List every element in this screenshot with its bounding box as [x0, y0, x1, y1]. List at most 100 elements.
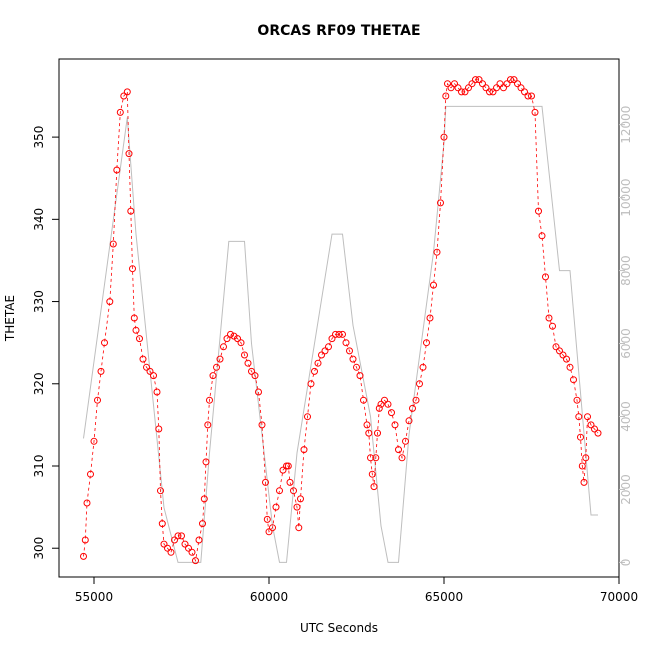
thetae-point — [241, 351, 248, 359]
thetae-point — [276, 487, 283, 495]
thetae-point — [377, 400, 385, 408]
thetae-point — [582, 454, 590, 462]
thetae-point — [594, 429, 602, 437]
thetae-point — [129, 265, 136, 273]
thetae-point — [475, 76, 483, 84]
thetae-point — [127, 207, 135, 215]
thetae-point — [391, 421, 399, 429]
y2-tick-label: 2000 — [619, 474, 633, 505]
thetae-point — [87, 470, 94, 478]
y2-tick-label: 10000 — [619, 179, 633, 217]
thetae-point — [563, 355, 570, 363]
thetae-point — [158, 520, 166, 528]
thetae-point — [279, 466, 287, 474]
thetae-point — [136, 335, 143, 343]
thetae-point — [206, 396, 213, 404]
thetae-point — [584, 413, 591, 421]
thetae-point — [286, 478, 294, 486]
y-tick-label: 350 — [32, 126, 46, 149]
x-tick-label: 55000 — [75, 590, 113, 604]
thetae-point — [106, 298, 114, 306]
chart-title: ORCAS RF09 THETAE — [257, 23, 420, 39]
y-tick-label: 310 — [32, 455, 46, 478]
y2-tick-label: 0 — [619, 559, 633, 567]
thetae-point — [300, 446, 308, 454]
thetae-point — [395, 446, 402, 454]
thetae-point — [202, 458, 210, 466]
thetae-point — [521, 88, 528, 96]
thetae-point — [465, 84, 472, 92]
thetae-point — [339, 330, 346, 338]
thetae-point — [332, 330, 339, 338]
thetae-point — [444, 80, 451, 88]
altitude-line — [83, 105, 598, 563]
thetae-point — [349, 355, 357, 363]
thetae-point — [535, 207, 542, 215]
thetae-point — [130, 314, 138, 322]
thetae-point — [150, 372, 157, 380]
thetae-point — [591, 425, 598, 433]
thetae-point — [94, 396, 101, 404]
thetae-point — [409, 404, 416, 412]
thetae-point — [447, 84, 455, 92]
y-axis: 300 310 320 330 340 350 — [32, 126, 59, 560]
thetae-point — [570, 376, 577, 384]
thetae-point — [185, 544, 192, 552]
thetae-point — [223, 335, 231, 343]
thetae-point — [503, 80, 511, 88]
y-tick-label: 320 — [32, 372, 46, 395]
thetae-point — [372, 454, 380, 462]
thetae-point — [304, 413, 311, 421]
thetae-point — [472, 76, 479, 84]
thetae-point — [139, 355, 147, 363]
thetae-point — [437, 199, 444, 207]
thetae-point — [433, 248, 441, 256]
thetae-point — [157, 487, 164, 495]
thetae-point — [549, 322, 556, 330]
thetae-point — [216, 355, 224, 363]
y-axis-label: THETAE — [3, 295, 17, 342]
thetae-point — [263, 515, 271, 523]
thetae-point — [155, 425, 163, 433]
y-tick-label: 300 — [32, 537, 46, 560]
thetae-point — [556, 347, 563, 355]
thetae-point — [514, 80, 521, 88]
thetae-point — [416, 380, 423, 388]
y-tick-label: 330 — [32, 290, 46, 313]
thetae-point — [220, 343, 227, 351]
thetae-point — [80, 552, 87, 560]
thetae-point — [164, 544, 171, 552]
thetae-point — [265, 528, 273, 536]
thetae-point — [538, 232, 546, 240]
thetae-point — [269, 524, 276, 532]
thetae-point — [209, 372, 217, 380]
thetae-point — [204, 421, 212, 429]
thetae-point — [311, 367, 318, 375]
thetae-point — [125, 150, 133, 158]
thetae-series — [80, 76, 602, 565]
thetae-point — [90, 437, 98, 445]
thetae-point — [517, 84, 525, 92]
thetae-point — [167, 548, 175, 556]
thetae-point — [318, 351, 325, 359]
thetae-point — [482, 84, 490, 92]
thetae-point — [307, 380, 315, 388]
thetae-point — [227, 330, 234, 338]
y2-tick-label: 6000 — [619, 328, 633, 359]
thetae-point — [461, 88, 469, 96]
thetae-point — [101, 339, 108, 347]
thetae-point — [248, 367, 255, 375]
thetae-point — [440, 133, 448, 141]
thetae-point — [542, 273, 549, 281]
thetae-point — [325, 343, 332, 351]
thetae-point — [171, 536, 178, 544]
thetae-point — [370, 483, 378, 491]
thetae-point — [489, 88, 497, 96]
thetae-point — [402, 437, 409, 445]
thetae-point — [423, 339, 430, 347]
y2-axis: 0 2000 4000 6000 8000 10000 12000 — [619, 106, 633, 567]
thetae-point — [97, 367, 105, 375]
thetae-point — [479, 80, 486, 88]
thetae-point — [297, 495, 304, 503]
thetae-point — [272, 503, 280, 511]
